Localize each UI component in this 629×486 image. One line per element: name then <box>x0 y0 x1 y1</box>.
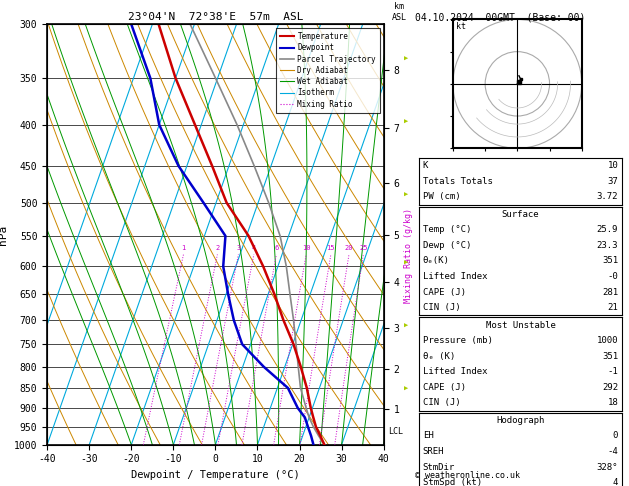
Text: ▶: ▶ <box>404 260 408 265</box>
Text: StmSpd (kt): StmSpd (kt) <box>423 478 482 486</box>
Text: -4: -4 <box>608 447 618 456</box>
Text: CAPE (J): CAPE (J) <box>423 288 466 296</box>
Text: © weatheronline.co.uk: © weatheronline.co.uk <box>415 471 520 480</box>
Text: SREH: SREH <box>423 447 444 456</box>
Text: CIN (J): CIN (J) <box>423 399 460 407</box>
Text: 328°: 328° <box>597 463 618 471</box>
Text: 351: 351 <box>602 352 618 361</box>
Text: 6: 6 <box>274 245 279 251</box>
Text: 0: 0 <box>613 432 618 440</box>
Text: 23.3: 23.3 <box>597 241 618 250</box>
Text: 25.9: 25.9 <box>597 226 618 234</box>
Text: Dewp (°C): Dewp (°C) <box>423 241 471 250</box>
Text: CIN (J): CIN (J) <box>423 303 460 312</box>
Text: 4: 4 <box>613 478 618 486</box>
Text: θₑ (K): θₑ (K) <box>423 352 455 361</box>
Text: StmDir: StmDir <box>423 463 455 471</box>
Text: Mixing Ratio (g/kg): Mixing Ratio (g/kg) <box>404 208 413 303</box>
Text: 15: 15 <box>326 245 335 251</box>
Text: CAPE (J): CAPE (J) <box>423 383 466 392</box>
Text: LCL: LCL <box>388 427 403 435</box>
Text: 1: 1 <box>181 245 186 251</box>
Text: 1000: 1000 <box>597 336 618 345</box>
Text: EH: EH <box>423 432 433 440</box>
Text: 10: 10 <box>302 245 310 251</box>
Text: ▶: ▶ <box>404 191 408 197</box>
Text: 20: 20 <box>345 245 353 251</box>
Text: kt: kt <box>456 22 466 31</box>
Text: 21: 21 <box>608 303 618 312</box>
Text: 3.72: 3.72 <box>597 192 618 201</box>
Title: 23°04'N  72°38'E  57m  ASL: 23°04'N 72°38'E 57m ASL <box>128 12 303 22</box>
Text: PW (cm): PW (cm) <box>423 192 460 201</box>
X-axis label: Dewpoint / Temperature (°C): Dewpoint / Temperature (°C) <box>131 470 300 480</box>
Text: 10: 10 <box>608 161 618 170</box>
Text: 18: 18 <box>608 399 618 407</box>
Text: 3: 3 <box>237 245 240 251</box>
Text: K: K <box>423 161 428 170</box>
Text: 25: 25 <box>359 245 367 251</box>
Text: Temp (°C): Temp (°C) <box>423 226 471 234</box>
Text: ▶: ▶ <box>404 323 408 329</box>
Text: 04.10.2024  00GMT  (Base: 00): 04.10.2024 00GMT (Base: 00) <box>415 12 586 22</box>
Text: -0: -0 <box>608 272 618 281</box>
Text: ▶: ▶ <box>404 55 408 61</box>
Text: Most Unstable: Most Unstable <box>486 321 555 330</box>
Text: 351: 351 <box>602 257 618 265</box>
Text: 37: 37 <box>608 177 618 186</box>
Text: Lifted Index: Lifted Index <box>423 272 487 281</box>
Text: Hodograph: Hodograph <box>496 416 545 425</box>
Text: Lifted Index: Lifted Index <box>423 367 487 376</box>
Text: km
ASL: km ASL <box>392 2 407 22</box>
Text: ▶: ▶ <box>404 386 408 392</box>
Y-axis label: hPa: hPa <box>0 225 8 244</box>
Text: 4: 4 <box>252 245 256 251</box>
Text: θₑ(K): θₑ(K) <box>423 257 450 265</box>
Text: 281: 281 <box>602 288 618 296</box>
Text: Surface: Surface <box>502 210 539 219</box>
Text: -1: -1 <box>608 367 618 376</box>
Text: 2: 2 <box>215 245 220 251</box>
Legend: Temperature, Dewpoint, Parcel Trajectory, Dry Adiabat, Wet Adiabat, Isotherm, Mi: Temperature, Dewpoint, Parcel Trajectory… <box>276 28 380 112</box>
Text: Totals Totals: Totals Totals <box>423 177 493 186</box>
Text: Pressure (mb): Pressure (mb) <box>423 336 493 345</box>
Text: ▶: ▶ <box>404 119 408 124</box>
Text: 292: 292 <box>602 383 618 392</box>
